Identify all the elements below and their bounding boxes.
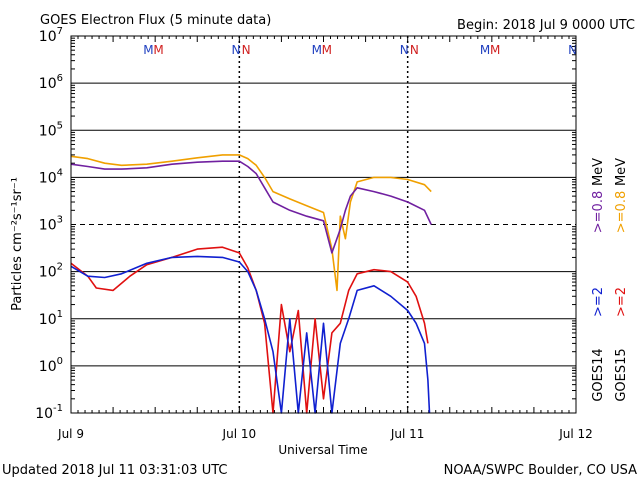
y-tick-label: 100 <box>39 356 63 375</box>
begin-label: Begin: 2018 Jul 9 0000 UTC <box>457 18 635 33</box>
eclipse-marker: M <box>153 43 163 57</box>
data-source: NOAA/SWPC Boulder, CO USA <box>444 463 637 478</box>
x-tick-label: Jul 9 <box>57 427 84 441</box>
series-line <box>70 154 432 292</box>
y-tick-label: 103 <box>39 215 63 234</box>
x-tick-label: Jul 12 <box>558 427 593 441</box>
y-tick-label: 102 <box>39 262 63 281</box>
legend-goes14: GOES14 <box>591 348 606 401</box>
legend-goes15-high: >=0.8 <box>614 191 629 233</box>
eclipse-marker: N <box>410 43 419 57</box>
eclipse-marker: M <box>490 43 500 57</box>
legend-unit-2: MeV <box>614 158 629 186</box>
x-tick-label: Jul 11 <box>390 427 425 441</box>
x-axis-label: Universal Time <box>278 443 367 457</box>
y-tick-label: 10-1 <box>35 403 63 422</box>
eclipse-marker: M <box>312 43 322 57</box>
series-layer <box>70 154 432 414</box>
grid-layer <box>71 36 576 413</box>
y-tick-label: 101 <box>39 309 63 328</box>
eclipse-marker: M <box>322 43 332 57</box>
y-tick-label: 104 <box>39 167 63 186</box>
eclipse-marker: N <box>231 43 240 57</box>
y-tick-label: 106 <box>39 73 63 92</box>
legend-goes15: GOES15 <box>614 348 629 401</box>
eclipse-marker: N <box>400 43 409 57</box>
eclipse-marker: M <box>480 43 490 57</box>
x-axis-ticks: Jul 9 Jul 10 Jul 11 Jul 12 <box>57 36 593 441</box>
eclipse-marker: M <box>143 43 153 57</box>
plot-frame <box>70 35 577 414</box>
eclipse-marker: N <box>568 43 577 57</box>
series-line <box>70 255 431 414</box>
series-line <box>70 246 429 414</box>
y-axis-ticks: 107 106 105 104 103 102 101 100 10-1 <box>35 26 576 422</box>
y-axis-label: Particles cm⁻²s⁻¹sr⁻¹ <box>10 177 25 311</box>
y-tick-label: 105 <box>39 120 63 139</box>
legend-unit-1: MeV <box>591 158 606 186</box>
legend-goes14-high: >=0.8 <box>591 191 606 233</box>
legend-goes14-low: >=2 <box>591 287 606 317</box>
right-legend: GOES14 GOES15 >=2 >=2 >=0.8 >=0.8 MeV Me… <box>591 158 629 402</box>
y-tick-label: 107 <box>39 26 63 45</box>
x-tick-label: Jul 10 <box>222 427 257 441</box>
updated-timestamp: Updated 2018 Jul 11 03:31:03 UTC <box>2 463 227 478</box>
chart-title: GOES Electron Flux (5 minute data) <box>40 13 271 28</box>
series-line <box>70 160 432 254</box>
eclipse-marker: N <box>242 43 251 57</box>
legend-goes15-low: >=2 <box>614 287 629 317</box>
